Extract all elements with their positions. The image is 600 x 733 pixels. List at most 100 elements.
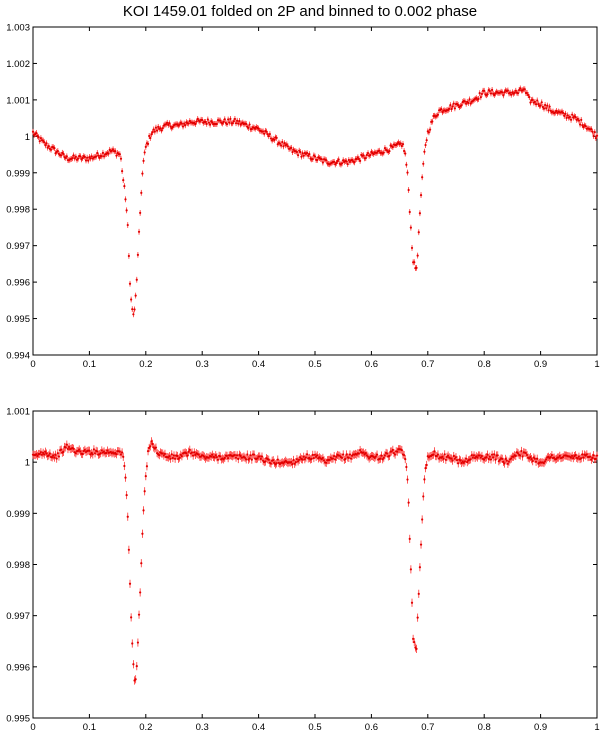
data-point-bottom-188 <box>243 456 247 459</box>
data-point-bottom-454 <box>544 460 547 463</box>
data-point-bottom-162 <box>214 454 217 457</box>
data-point-bottom-159 <box>211 453 214 456</box>
data-point-top-16 <box>49 148 53 151</box>
data-point-top-27 <box>62 152 65 155</box>
data-point-top-194 <box>250 127 253 131</box>
data-point-top-67 <box>107 152 110 155</box>
data-point-bottom-405 <box>488 455 491 458</box>
data-point-top-97 <box>141 172 144 175</box>
data-point-bottom-10 <box>43 453 46 456</box>
data-point-top-81 <box>123 185 126 188</box>
data-point-top-216 <box>275 136 278 139</box>
data-point-bottom-484 <box>577 455 581 458</box>
data-point-top-174 <box>228 121 231 124</box>
data-point-top-237 <box>299 150 302 154</box>
data-point-top-278 <box>345 160 348 163</box>
data-point-top-410 <box>494 92 497 95</box>
data-point-top-181 <box>236 119 239 122</box>
data-point-top-280 <box>347 158 350 162</box>
data-point-top-209 <box>267 135 270 138</box>
data-point-bottom-252 <box>316 454 319 457</box>
data-point-bottom-163 <box>215 456 218 459</box>
data-point-bottom-462 <box>553 456 556 459</box>
data-point-top-338 <box>413 261 416 264</box>
data-point-bottom-213 <box>272 459 275 462</box>
data-point-top-333 <box>407 188 410 192</box>
data-point-bottom-209 <box>267 458 270 461</box>
data-point-top-396 <box>478 92 481 95</box>
data-point-bottom-380 <box>460 461 463 465</box>
data-point-bottom-316 <box>388 454 391 458</box>
data-point-top-79 <box>121 169 124 173</box>
data-point-bottom-78 <box>119 453 123 456</box>
data-point-bottom-497 <box>592 454 595 457</box>
data-point-top-205 <box>263 132 266 135</box>
data-point-bottom-203 <box>260 455 264 458</box>
data-point-top-335 <box>409 226 412 229</box>
data-point-bottom-21 <box>55 457 58 460</box>
data-point-bottom-112 <box>158 454 161 457</box>
data-point-top-221 <box>281 140 284 144</box>
data-point-bottom-11 <box>44 450 47 453</box>
data-point-bottom-190 <box>246 453 249 456</box>
y-tick-label-top-1: 0.995 <box>6 314 30 325</box>
data-point-bottom-85 <box>127 548 130 551</box>
data-point-bottom-359 <box>436 453 440 456</box>
data-point-bottom-396 <box>478 454 481 457</box>
data-point-top-214 <box>273 138 276 141</box>
data-point-top-290 <box>359 159 362 162</box>
data-point-top-118 <box>165 123 168 126</box>
data-point-bottom-277 <box>344 457 347 461</box>
data-point-top-210 <box>268 132 271 136</box>
data-point-top-80 <box>122 179 125 182</box>
data-point-bottom-54 <box>92 448 96 451</box>
data-point-bottom-235 <box>296 460 300 463</box>
data-point-bottom-137 <box>186 454 189 457</box>
data-point-top-52 <box>90 155 93 158</box>
data-point-bottom-172 <box>225 454 229 457</box>
data-point-bottom-170 <box>223 456 226 459</box>
data-point-bottom-92 <box>135 665 138 668</box>
data-point-top-88 <box>131 308 134 311</box>
data-point-bottom-169 <box>222 458 225 461</box>
data-point-bottom-83 <box>125 493 128 497</box>
data-point-top-211 <box>269 137 273 140</box>
data-point-bottom-470 <box>562 456 565 459</box>
data-point-top-252 <box>316 158 319 162</box>
data-point-bottom-57 <box>96 450 99 453</box>
data-point-bottom-248 <box>311 453 314 456</box>
data-point-bottom-206 <box>264 460 267 463</box>
data-point-top-114 <box>160 129 163 132</box>
data-point-top-374 <box>453 107 456 110</box>
data-point-top-453 <box>542 107 546 110</box>
data-point-bottom-96 <box>140 562 143 565</box>
x-tick-label-top-3: 0.3 <box>196 359 209 370</box>
data-point-bottom-100 <box>144 475 147 478</box>
data-point-bottom-60 <box>99 452 102 455</box>
data-point-bottom-377 <box>457 462 460 465</box>
data-point-top-319 <box>391 146 394 149</box>
y-tick-label-bottom-6: 1.001 <box>6 407 30 418</box>
data-point-bottom-142 <box>192 454 195 457</box>
data-point-top-327 <box>400 144 403 148</box>
data-point-bottom-382 <box>462 461 465 464</box>
data-point-bottom-42 <box>79 450 82 453</box>
data-point-bottom-341 <box>416 616 419 619</box>
data-point-top-417 <box>502 94 505 97</box>
data-point-top-451 <box>540 101 543 104</box>
data-point-bottom-342 <box>417 592 420 595</box>
data-point-bottom-432 <box>519 454 522 457</box>
data-point-bottom-7 <box>39 451 42 454</box>
data-point-top-257 <box>321 161 324 164</box>
data-point-top-182 <box>237 122 240 125</box>
data-point-top-423 <box>509 91 512 94</box>
data-point-top-169 <box>222 120 225 124</box>
data-point-top-340 <box>415 266 418 269</box>
data-point-top-145 <box>195 120 198 123</box>
series-top <box>31 85 599 318</box>
data-point-top-380 <box>460 104 463 107</box>
y-tick-label-top-4: 0.998 <box>6 205 30 216</box>
data-point-bottom-371 <box>450 457 453 460</box>
x-tick-label-bottom-8: 0.8 <box>478 722 491 733</box>
data-point-bottom-441 <box>529 455 532 459</box>
